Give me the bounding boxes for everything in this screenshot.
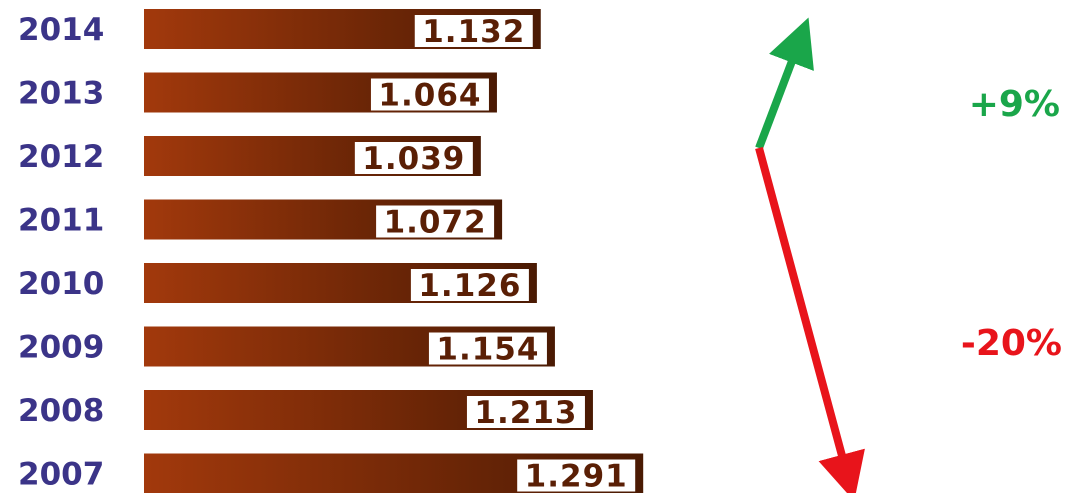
value-label-box [376,205,495,238]
year-label: 2008 [18,393,104,429]
value-label-box [354,142,473,174]
up-trend-arrow [755,17,814,150]
year-label: 2012 [18,139,104,175]
year-label: 2010 [18,266,104,302]
year-label: 2007 [18,457,104,493]
year-label: 2011 [18,203,104,239]
value-label: 1.213 [474,395,577,431]
value-label: 1.039 [362,141,465,177]
value-label-box [466,396,585,428]
increase-percent-label: +9% [969,84,1060,125]
value-label-box [370,78,489,111]
value-label: 1.072 [384,205,487,241]
value-label-box [428,332,547,365]
value-label-box [517,459,636,492]
bars-group: 2014 1.132 2013 1.064 2012 1.039 2011 1.072 2010… [18,9,644,493]
trend-arrows: +9% -20% [755,17,1062,493]
year-label: 2013 [18,76,104,112]
year-label: 2014 [18,12,104,48]
decrease-percent-label: -20% [961,323,1062,364]
value-label: 1.291 [525,459,628,493]
value-label-box [410,269,529,301]
value-label: 1.132 [422,14,525,50]
down-trend-arrow [755,146,865,493]
value-label: 1.126 [418,268,521,304]
year-label: 2009 [18,330,104,366]
value-label: 1.154 [436,332,539,368]
value-label-box [414,15,533,47]
value-label: 1.064 [378,78,481,114]
